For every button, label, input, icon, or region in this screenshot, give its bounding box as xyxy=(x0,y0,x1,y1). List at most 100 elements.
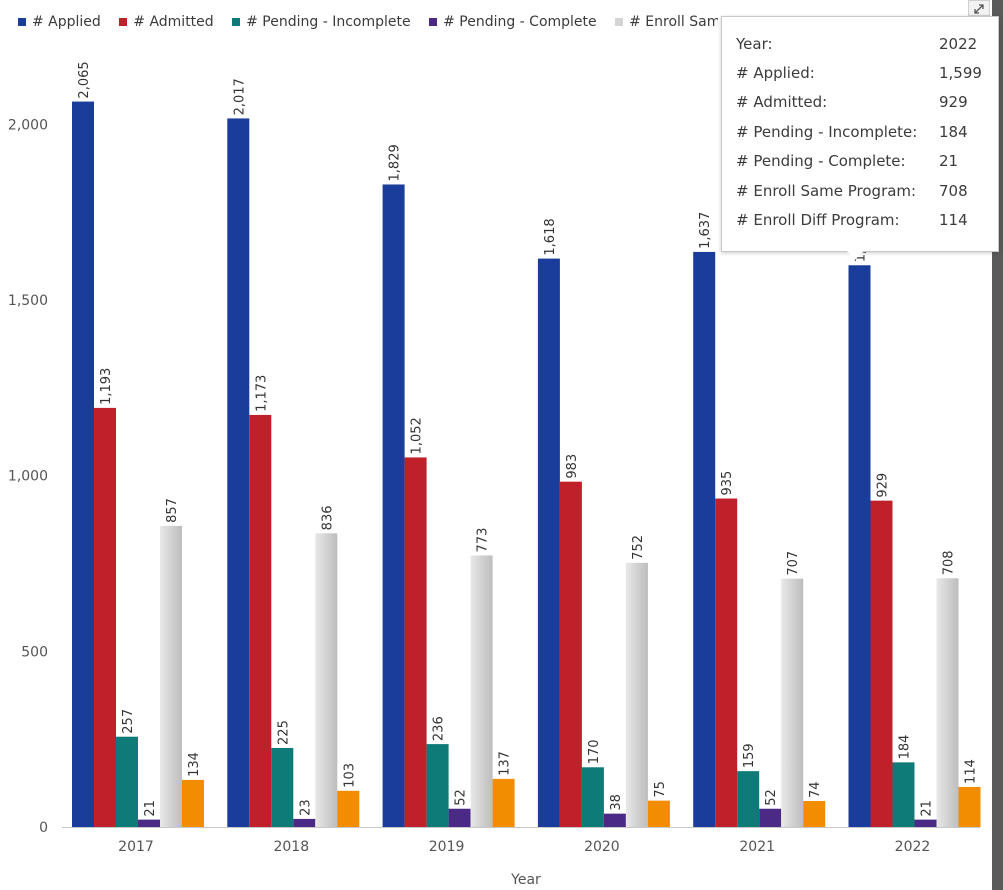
legend-item-applied[interactable]: # Applied xyxy=(18,14,101,30)
bar xyxy=(693,251,716,828)
bar xyxy=(249,414,272,827)
bar xyxy=(227,118,250,827)
data-label: 752 xyxy=(631,535,646,560)
bar xyxy=(315,533,338,827)
bar xyxy=(559,481,582,827)
data-label: 184 xyxy=(898,735,913,760)
data-label: 773 xyxy=(476,528,491,553)
bar xyxy=(537,258,560,828)
bar xyxy=(803,801,826,827)
bar xyxy=(581,767,604,827)
data-label: 74 xyxy=(808,781,823,798)
legend-swatch-pending-complete xyxy=(429,18,438,26)
legend-label-pending-complete: # Pending - Complete xyxy=(443,14,597,30)
data-label: 52 xyxy=(454,789,469,806)
tooltip-row-enroll-same: # Enroll Same Program: 708 xyxy=(736,182,998,202)
tooltip-label: # Pending - Complete: xyxy=(736,152,906,170)
bar xyxy=(426,744,449,827)
legend-label-enroll-same: # Enroll Same Program xyxy=(629,14,718,30)
tooltip-row-pending-incomplete: # Pending - Incomplete: 184 xyxy=(736,123,998,143)
bar xyxy=(914,819,937,827)
data-label: 114 xyxy=(964,759,979,784)
bar xyxy=(936,578,959,827)
data-label: 1,052 xyxy=(410,417,425,454)
tooltip-row-enroll-diff: # Enroll Diff Program: 114 xyxy=(736,211,998,231)
legend-label-pending-incomplete: # Pending - Incomplete xyxy=(246,14,411,30)
data-tooltip: Year: 2022 # Applied: 1,599 # Admitted: 929… xyxy=(721,16,999,252)
legend-item-admitted[interactable]: # Admitted xyxy=(119,14,214,30)
legend-swatch-applied xyxy=(18,18,26,26)
bar xyxy=(271,747,294,827)
data-label: 2,065 xyxy=(77,61,92,98)
data-label: 75 xyxy=(653,781,668,798)
bar xyxy=(958,786,981,827)
y-tick-label: 500 xyxy=(21,644,48,660)
bar xyxy=(470,555,493,827)
bar xyxy=(404,457,427,827)
legend-swatch-admitted xyxy=(119,18,128,26)
tooltip-row-year: Year: 2022 xyxy=(736,35,998,55)
y-tick-label: 2,000 xyxy=(8,117,48,133)
data-label: 1,193 xyxy=(99,368,114,405)
bar xyxy=(781,578,804,827)
data-label: 257 xyxy=(121,709,136,734)
x-axis-title: Year xyxy=(510,872,541,888)
axis-layer: 0 500 1,000 1,500 2,000 2017 2018 2019 2020 2021 2… xyxy=(8,117,980,888)
tooltip-row-pending-complete: # Pending - Complete: 21 xyxy=(736,152,998,172)
data-label: 1,829 xyxy=(388,144,403,181)
tooltip-label: # Pending - Incomplete: xyxy=(736,123,918,141)
legend-item-enroll-same[interactable]: # Enroll Same Program xyxy=(615,14,718,30)
bar xyxy=(870,500,893,827)
data-label: 1,637 xyxy=(698,212,713,249)
data-label: 857 xyxy=(165,498,180,523)
maximize-icon[interactable] xyxy=(968,0,990,16)
tooltip-label: # Applied: xyxy=(736,64,815,82)
bar xyxy=(138,819,160,827)
data-label: 707 xyxy=(786,551,801,576)
tooltip-value: 21 xyxy=(939,152,959,170)
bar xyxy=(293,818,316,827)
data-label: 708 xyxy=(942,550,957,575)
data-label: 134 xyxy=(187,752,202,777)
bar xyxy=(759,808,782,827)
chart-legend: # Applied # Admitted # Pending - Incompl… xyxy=(18,14,718,34)
bar xyxy=(182,779,204,827)
legend-label-admitted: # Admitted xyxy=(133,14,214,30)
tooltip-value: 708 xyxy=(939,182,968,200)
data-label: 2,017 xyxy=(232,78,247,115)
tooltip-pointer xyxy=(847,251,863,260)
x-tick-label: 2021 xyxy=(739,839,775,855)
data-label: 1,618 xyxy=(543,218,558,255)
data-label: 225 xyxy=(276,720,291,745)
y-tick-label: 1,500 xyxy=(8,293,48,309)
bar xyxy=(848,265,871,827)
data-label: 137 xyxy=(498,751,513,776)
data-label: 836 xyxy=(320,505,335,530)
legend-item-pending-incomplete[interactable]: # Pending - Incomplete xyxy=(232,14,411,30)
y-tick-label: 1,000 xyxy=(8,469,48,485)
data-label: 929 xyxy=(876,473,891,498)
data-label-layer: 2,065 1,193 257 21 857 134 2,017 1,173 225 23 836 1… xyxy=(77,61,979,816)
data-label: 1,173 xyxy=(254,375,269,412)
data-label: 52 xyxy=(764,789,779,806)
bar xyxy=(448,808,471,827)
legend-item-pending-complete[interactable]: # Pending - Complete xyxy=(429,14,597,30)
data-label: 38 xyxy=(609,794,624,811)
data-label: 159 xyxy=(742,743,757,768)
tooltip-value: 929 xyxy=(939,93,968,111)
bar xyxy=(737,771,760,827)
tooltip-value: 2022 xyxy=(939,35,978,53)
x-tick-label: 2020 xyxy=(584,839,620,855)
bar xyxy=(337,790,360,827)
bar xyxy=(625,562,648,827)
tooltip-value: 114 xyxy=(939,211,968,229)
bar xyxy=(94,407,116,827)
tooltip-value: 1,599 xyxy=(939,64,982,82)
data-label: 236 xyxy=(432,716,447,741)
data-label: 170 xyxy=(587,739,602,764)
legend-swatch-enroll-same xyxy=(615,18,624,26)
tooltip-label: # Enroll Same Program: xyxy=(736,182,917,200)
x-tick-label: 2019 xyxy=(429,839,465,855)
tooltip-row-applied: # Applied: 1,599 xyxy=(736,64,998,84)
